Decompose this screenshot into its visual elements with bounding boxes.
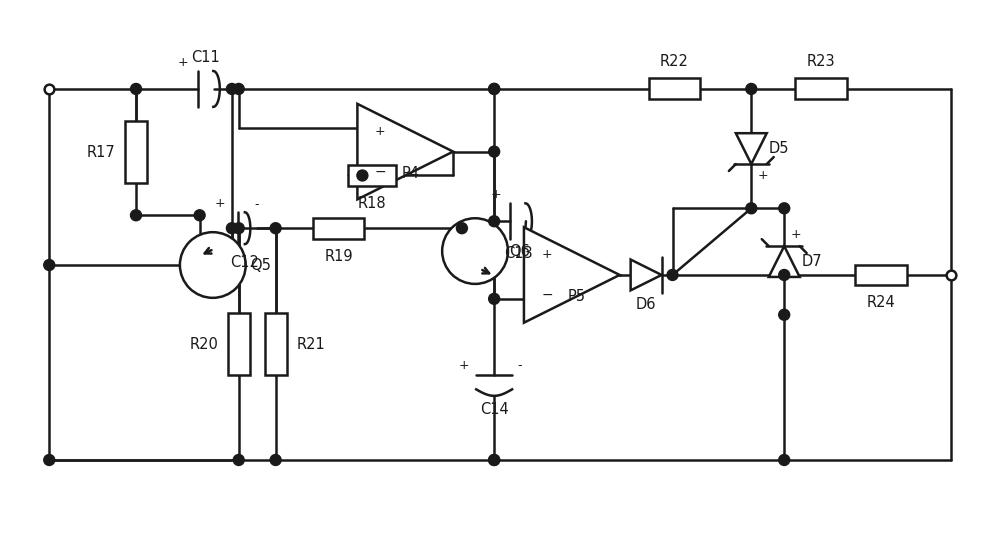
Circle shape — [746, 84, 757, 94]
Circle shape — [667, 270, 678, 280]
Circle shape — [489, 293, 500, 304]
Circle shape — [44, 260, 55, 270]
Text: +: + — [215, 197, 226, 210]
Text: R17: R17 — [87, 144, 115, 159]
Circle shape — [489, 455, 500, 465]
Text: Q6: Q6 — [510, 244, 530, 259]
Bar — [795, 78, 847, 99]
Polygon shape — [524, 227, 620, 322]
Circle shape — [180, 232, 246, 298]
Text: +: + — [490, 188, 501, 201]
Bar — [265, 313, 287, 375]
Text: R23: R23 — [807, 54, 835, 69]
Circle shape — [233, 455, 244, 465]
Text: +: + — [542, 248, 552, 261]
Polygon shape — [357, 104, 453, 199]
Bar — [125, 122, 147, 183]
Circle shape — [779, 309, 790, 320]
Text: R24: R24 — [867, 295, 895, 310]
Text: C13: C13 — [504, 246, 532, 261]
Text: P5: P5 — [568, 289, 586, 304]
Text: +: + — [758, 169, 769, 182]
Text: Q5: Q5 — [250, 257, 271, 272]
Circle shape — [779, 203, 790, 214]
Text: C14: C14 — [480, 402, 509, 417]
Circle shape — [131, 210, 141, 221]
Text: -: - — [255, 198, 259, 211]
Bar — [228, 313, 250, 375]
Text: +: + — [791, 228, 801, 241]
Circle shape — [233, 223, 244, 233]
Text: −: − — [375, 165, 386, 179]
Circle shape — [194, 210, 205, 221]
Circle shape — [489, 146, 500, 157]
Text: R19: R19 — [324, 248, 353, 263]
Circle shape — [233, 84, 244, 94]
Text: R18: R18 — [358, 196, 387, 211]
Text: D6: D6 — [636, 297, 656, 312]
Circle shape — [270, 455, 281, 465]
Polygon shape — [769, 246, 800, 277]
Text: +: + — [375, 125, 386, 138]
Circle shape — [131, 84, 141, 94]
Circle shape — [44, 455, 55, 465]
Text: +: + — [178, 55, 189, 69]
Text: +: + — [459, 359, 470, 372]
Text: D7: D7 — [802, 254, 822, 269]
Circle shape — [456, 223, 467, 233]
Polygon shape — [631, 260, 662, 290]
Text: C11: C11 — [191, 50, 220, 64]
Circle shape — [779, 455, 790, 465]
Circle shape — [357, 170, 368, 181]
Text: -: - — [518, 359, 522, 372]
Circle shape — [489, 216, 500, 227]
Circle shape — [226, 223, 237, 233]
Text: −: − — [541, 288, 553, 302]
Text: R20: R20 — [189, 337, 218, 352]
Text: D5: D5 — [769, 141, 789, 156]
Bar — [649, 78, 700, 99]
Circle shape — [489, 84, 500, 94]
Circle shape — [442, 218, 508, 284]
Text: P4: P4 — [401, 166, 419, 181]
Text: C12: C12 — [230, 255, 259, 270]
Bar — [348, 165, 396, 186]
Circle shape — [226, 84, 237, 94]
Circle shape — [779, 270, 790, 280]
Circle shape — [489, 455, 500, 465]
Circle shape — [746, 203, 757, 214]
Bar — [855, 264, 907, 285]
Polygon shape — [736, 133, 767, 164]
Text: R21: R21 — [296, 337, 325, 352]
Circle shape — [270, 223, 281, 233]
Text: R22: R22 — [660, 54, 689, 69]
Bar — [313, 218, 364, 239]
Circle shape — [489, 84, 500, 94]
